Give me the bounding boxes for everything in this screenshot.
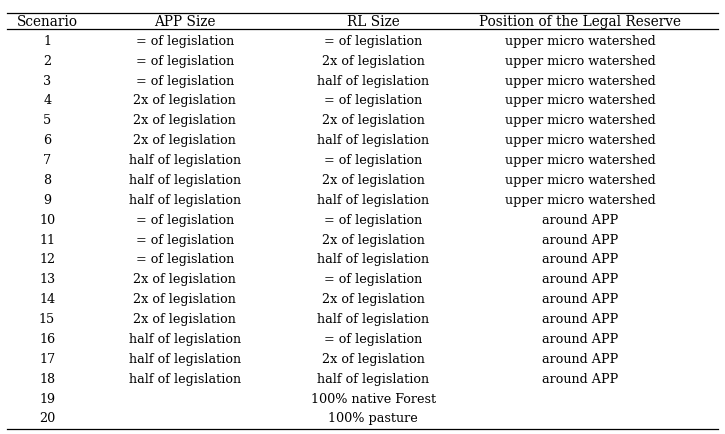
Text: half of legislation: half of legislation (318, 74, 429, 87)
Text: 13: 13 (39, 273, 55, 286)
Text: upper micro watershed: upper micro watershed (505, 154, 655, 167)
Text: 2x of legislation: 2x of legislation (133, 134, 236, 147)
Text: 10: 10 (39, 213, 55, 226)
Text: half of legislation: half of legislation (129, 372, 241, 385)
Text: half of legislation: half of legislation (129, 352, 241, 365)
Text: = of legislation: = of legislation (136, 213, 234, 226)
Text: around APP: around APP (542, 233, 618, 246)
Text: upper micro watershed: upper micro watershed (505, 74, 655, 87)
Text: 2x of legislation: 2x of legislation (133, 114, 236, 127)
Text: = of legislation: = of legislation (136, 74, 234, 87)
Text: upper micro watershed: upper micro watershed (505, 35, 655, 48)
Text: upper micro watershed: upper micro watershed (505, 134, 655, 147)
Text: half of legislation: half of legislation (129, 174, 241, 187)
Text: around APP: around APP (542, 312, 618, 326)
Text: = of legislation: = of legislation (136, 233, 234, 246)
Text: around APP: around APP (542, 253, 618, 266)
Text: 5: 5 (43, 114, 51, 127)
Text: around APP: around APP (542, 372, 618, 385)
Text: 20: 20 (39, 411, 55, 424)
Text: around APP: around APP (542, 332, 618, 345)
Text: = of legislation: = of legislation (324, 35, 423, 48)
Text: 2x of legislation: 2x of legislation (322, 293, 425, 306)
Text: upper micro watershed: upper micro watershed (505, 114, 655, 127)
Text: Scenario: Scenario (17, 15, 78, 29)
Text: 2x of legislation: 2x of legislation (322, 352, 425, 365)
Text: 19: 19 (39, 392, 55, 404)
Text: 4: 4 (43, 94, 51, 107)
Text: Position of the Legal Reserve: Position of the Legal Reserve (479, 15, 681, 29)
Text: 8: 8 (43, 174, 51, 187)
Text: 2x of legislation: 2x of legislation (133, 273, 236, 286)
Text: upper micro watershed: upper micro watershed (505, 55, 655, 67)
Text: 3: 3 (43, 74, 51, 87)
Text: 14: 14 (39, 293, 55, 306)
Text: half of legislation: half of legislation (129, 332, 241, 345)
Text: 2x of legislation: 2x of legislation (322, 55, 425, 67)
Text: RL Size: RL Size (347, 15, 399, 29)
Text: = of legislation: = of legislation (324, 154, 423, 167)
Text: 17: 17 (39, 352, 55, 365)
Text: = of legislation: = of legislation (324, 273, 423, 286)
Text: upper micro watershed: upper micro watershed (505, 174, 655, 187)
Text: 100% pasture: 100% pasture (328, 411, 418, 424)
Text: 11: 11 (39, 233, 55, 246)
Text: 2x of legislation: 2x of legislation (133, 94, 236, 107)
Text: = of legislation: = of legislation (324, 332, 423, 345)
Text: around APP: around APP (542, 293, 618, 306)
Text: half of legislation: half of legislation (318, 134, 429, 147)
Text: 12: 12 (39, 253, 55, 266)
Text: 9: 9 (43, 194, 51, 206)
Text: upper micro watershed: upper micro watershed (505, 194, 655, 206)
Text: 2x of legislation: 2x of legislation (322, 174, 425, 187)
Text: around APP: around APP (542, 352, 618, 365)
Text: = of legislation: = of legislation (136, 35, 234, 48)
Text: 15: 15 (39, 312, 55, 326)
Text: half of legislation: half of legislation (318, 312, 429, 326)
Text: half of legislation: half of legislation (318, 372, 429, 385)
Text: 2: 2 (43, 55, 51, 67)
Text: = of legislation: = of legislation (324, 213, 423, 226)
Text: half of legislation: half of legislation (318, 253, 429, 266)
Text: = of legislation: = of legislation (136, 253, 234, 266)
Text: 2x of legislation: 2x of legislation (322, 233, 425, 246)
Text: 18: 18 (39, 372, 55, 385)
Text: 16: 16 (39, 332, 55, 345)
Text: 6: 6 (43, 134, 51, 147)
Text: 100% native Forest: 100% native Forest (311, 392, 436, 404)
Text: half of legislation: half of legislation (129, 194, 241, 206)
Text: 2x of legislation: 2x of legislation (133, 293, 236, 306)
Text: 1: 1 (43, 35, 51, 48)
Text: upper micro watershed: upper micro watershed (505, 94, 655, 107)
Text: half of legislation: half of legislation (318, 194, 429, 206)
Text: 2x of legislation: 2x of legislation (133, 312, 236, 326)
Text: 2x of legislation: 2x of legislation (322, 114, 425, 127)
Text: 7: 7 (43, 154, 51, 167)
Text: half of legislation: half of legislation (129, 154, 241, 167)
Text: around APP: around APP (542, 273, 618, 286)
Text: = of legislation: = of legislation (136, 55, 234, 67)
Text: APP Size: APP Size (154, 15, 215, 29)
Text: = of legislation: = of legislation (324, 94, 423, 107)
Text: around APP: around APP (542, 213, 618, 226)
